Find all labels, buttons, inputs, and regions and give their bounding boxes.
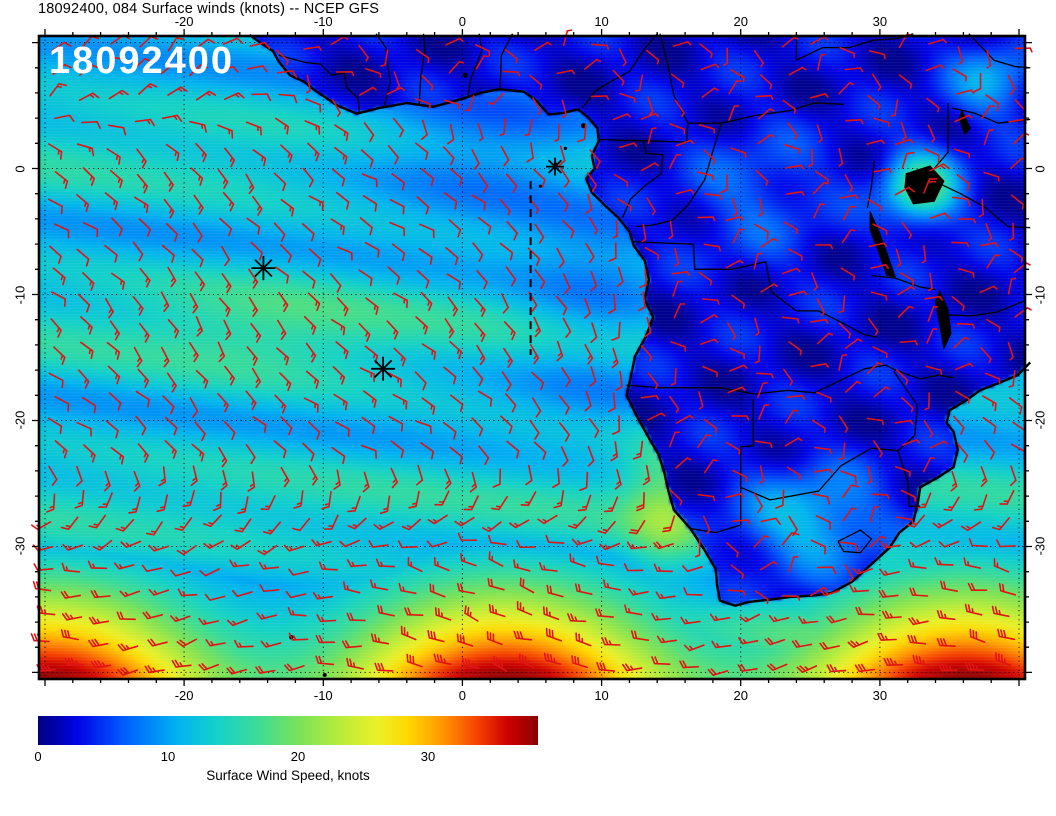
station-marker	[546, 157, 564, 176]
island-dot	[462, 72, 468, 78]
lon-tick-label: 20	[733, 14, 748, 29]
lake	[904, 165, 945, 205]
lake	[934, 289, 952, 351]
colorbar-tick-label: 10	[160, 749, 176, 764]
lon-tick-label: 30	[872, 14, 888, 29]
axis-ticks	[32, 29, 1032, 686]
colorbar-tick-label: 20	[290, 749, 306, 764]
lake	[958, 109, 971, 136]
lon-tick-label: 10	[594, 688, 609, 703]
lon-tick-label: -10	[313, 688, 333, 703]
lon-tick-label: -10	[313, 14, 333, 29]
lat-tick-label: 0	[1032, 164, 1048, 173]
lon-tick-label: 30	[872, 688, 888, 703]
colorbar-caption: Surface Wind Speed, knots	[206, 768, 370, 783]
map-frame: 18092400	[30, 29, 1033, 686]
map-vector-overlay	[30, 29, 1033, 686]
wind-barbs	[30, 29, 1033, 676]
lon-tick-label: -20	[174, 14, 194, 29]
plot-title: 18092400, 084 Surface winds (knots) -- N…	[38, 1, 380, 17]
run-date-label: 18092400	[49, 40, 235, 82]
country-borders	[278, 33, 1031, 554]
lat-tick-label: -10	[1032, 285, 1048, 304]
lat-tick-label: -30	[12, 537, 28, 556]
lon-tick-label: 0	[458, 688, 467, 703]
map-border	[37, 34, 1027, 681]
island-dot	[322, 673, 327, 677]
lon-tick-label: -20	[174, 688, 194, 703]
lon-tick-label: 20	[733, 688, 748, 703]
island-dot	[538, 184, 542, 188]
island-dot	[563, 146, 568, 150]
lat-tick-label: -20	[12, 411, 28, 430]
lat-tick-label: -20	[1032, 411, 1048, 430]
colorbar-tick-label: 0	[34, 749, 42, 764]
colorbar-gradient	[38, 716, 538, 745]
station-marker	[251, 256, 276, 281]
graticule-grid	[38, 35, 1026, 680]
lat-tick-label: -10	[12, 285, 28, 304]
lon-tick-label: 0	[458, 14, 467, 29]
station-marker	[371, 356, 396, 381]
lon-tick-label: 10	[594, 14, 609, 29]
lat-tick-label: -30	[1032, 537, 1048, 556]
lat-tick-label: 0	[12, 164, 28, 173]
africa-coastline	[248, 34, 1032, 607]
colorbar-tick-label: 30	[420, 749, 436, 764]
